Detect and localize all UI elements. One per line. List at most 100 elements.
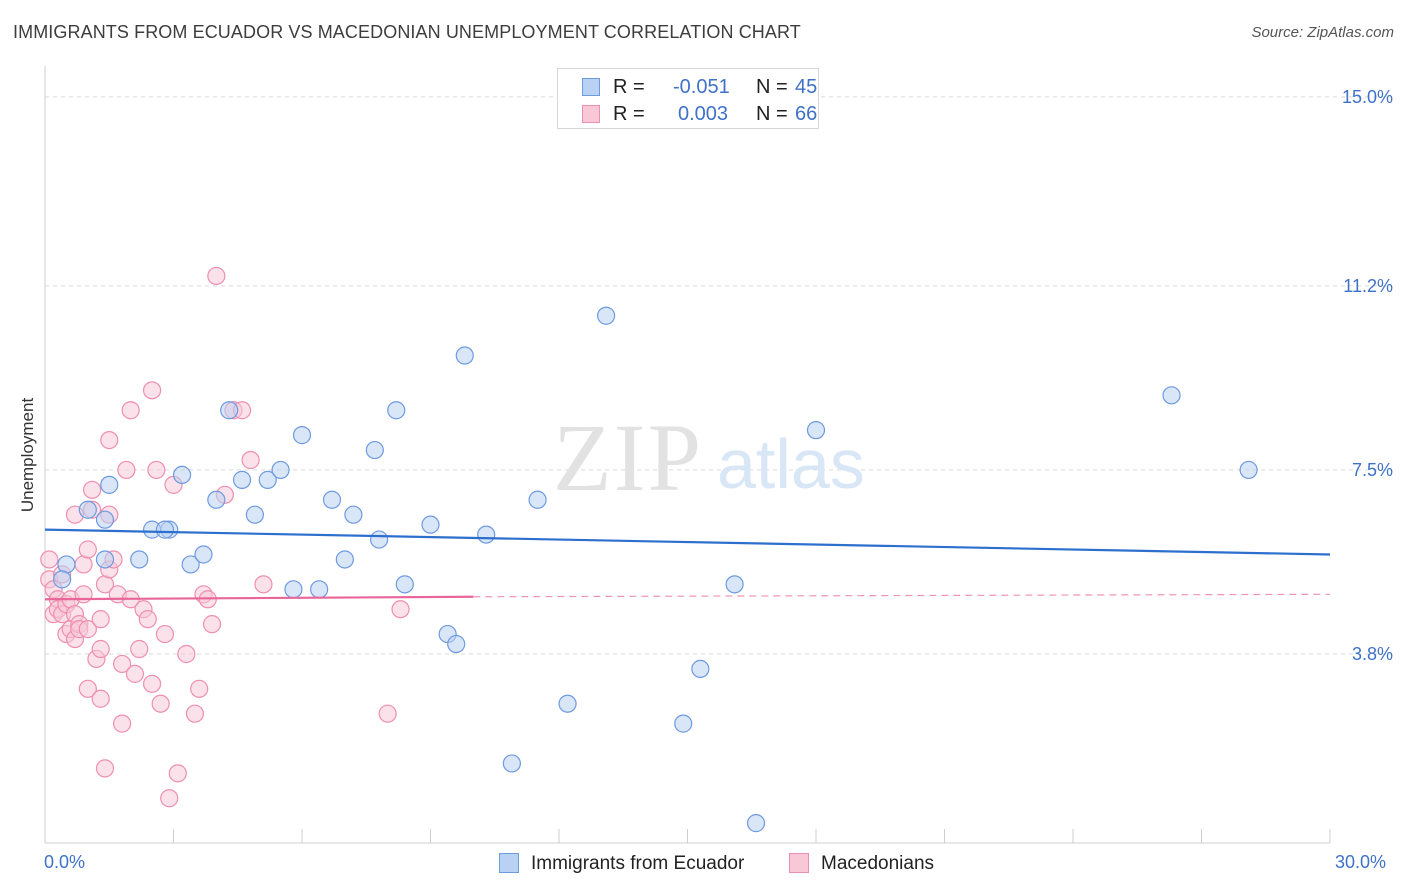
data-point bbox=[74, 555, 93, 574]
gridlines bbox=[45, 96, 1392, 655]
data-point bbox=[387, 401, 406, 420]
legend-swatch-blue bbox=[499, 853, 519, 873]
y-tick-label: 11.2% bbox=[1343, 276, 1393, 296]
data-point bbox=[241, 450, 260, 470]
data-point bbox=[232, 470, 252, 489]
data-point bbox=[207, 490, 226, 509]
data-point bbox=[190, 679, 209, 698]
legend-swatch-blue bbox=[582, 78, 600, 96]
data-point bbox=[391, 600, 410, 619]
data-point bbox=[258, 470, 277, 489]
data-point bbox=[477, 525, 496, 544]
data-point bbox=[91, 610, 110, 629]
data-point bbox=[207, 266, 226, 286]
data-point bbox=[691, 659, 710, 679]
data-point bbox=[806, 421, 826, 440]
data-point bbox=[142, 381, 162, 400]
trend-line bbox=[44, 595, 474, 601]
data-point bbox=[1239, 460, 1258, 480]
data-point bbox=[181, 555, 200, 574]
data-point bbox=[292, 426, 312, 445]
y-tick-label: 3.8% bbox=[1352, 644, 1393, 664]
chart-title: IMMIGRANTS FROM ECUADOR VS MACEDONIAN UN… bbox=[13, 22, 801, 42]
data-point bbox=[502, 754, 521, 773]
x-tick-min: 0.0% bbox=[44, 852, 86, 872]
data-point bbox=[112, 714, 132, 733]
y-tick-label: 15.0% bbox=[1342, 87, 1393, 107]
data-point bbox=[310, 580, 329, 599]
source-label: Source: ZipAtlas.com bbox=[1251, 24, 1394, 41]
data-point bbox=[185, 704, 205, 723]
pink-points bbox=[40, 266, 410, 808]
data-point bbox=[78, 620, 97, 639]
data-point bbox=[1162, 386, 1181, 405]
data-point bbox=[725, 575, 744, 594]
data-point bbox=[78, 540, 97, 559]
data-point bbox=[168, 764, 187, 783]
data-point bbox=[284, 580, 303, 599]
data-point bbox=[130, 550, 149, 569]
blue-points bbox=[53, 306, 1258, 833]
data-point bbox=[95, 550, 115, 569]
trend-lines bbox=[44, 528, 1331, 601]
watermark-atlas: atlas bbox=[717, 425, 865, 503]
data-point bbox=[117, 460, 136, 480]
watermark: ZIP atlas bbox=[553, 404, 865, 511]
data-point bbox=[528, 490, 547, 509]
data-point bbox=[74, 585, 93, 604]
data-point bbox=[95, 759, 115, 778]
data-point bbox=[147, 460, 166, 480]
data-point bbox=[100, 430, 119, 450]
data-point bbox=[91, 639, 110, 659]
data-point bbox=[254, 575, 273, 594]
legend-label: Macedonians bbox=[821, 853, 935, 874]
data-point bbox=[155, 520, 175, 539]
data-point bbox=[78, 679, 97, 698]
data-point bbox=[395, 575, 414, 594]
data-point bbox=[370, 530, 389, 549]
data-point bbox=[138, 610, 157, 629]
data-point bbox=[378, 704, 397, 723]
data-point bbox=[335, 550, 354, 569]
stats-legend: R = -0.051 N = 45 R = 0.003 N = 66 bbox=[557, 68, 819, 129]
data-point bbox=[160, 789, 179, 808]
data-point bbox=[125, 664, 145, 683]
data-point bbox=[151, 694, 170, 713]
trend-line bbox=[44, 528, 1331, 556]
data-point bbox=[78, 500, 97, 519]
n-value: 45 bbox=[795, 76, 818, 98]
data-point bbox=[202, 615, 222, 634]
data-point bbox=[83, 480, 102, 499]
legend-swatch-pink bbox=[582, 105, 600, 123]
data-point bbox=[558, 694, 577, 713]
data-point bbox=[322, 490, 342, 509]
watermark-zip: ZIP bbox=[553, 404, 703, 511]
data-point bbox=[447, 634, 466, 654]
data-point bbox=[172, 465, 192, 485]
data-point bbox=[53, 570, 72, 589]
data-point bbox=[455, 346, 474, 365]
r-label: R = bbox=[613, 103, 645, 125]
trend-line bbox=[473, 593, 1331, 598]
data-point bbox=[365, 440, 384, 460]
r-value: 0.003 bbox=[678, 103, 729, 125]
data-point bbox=[271, 460, 290, 480]
axes bbox=[44, 66, 1331, 844]
data-point bbox=[57, 555, 76, 574]
y-tick-labels: 3.8% 7.5% 11.2% 15.0% bbox=[1342, 87, 1393, 664]
data-point bbox=[674, 714, 693, 733]
r-value: -0.051 bbox=[673, 76, 730, 98]
data-point bbox=[40, 550, 59, 569]
data-point bbox=[91, 689, 110, 708]
data-point bbox=[421, 515, 440, 534]
data-point bbox=[130, 639, 149, 659]
data-point bbox=[177, 644, 196, 664]
n-label: N = bbox=[756, 76, 788, 98]
n-label: N = bbox=[756, 103, 788, 125]
data-point bbox=[597, 306, 616, 325]
x-tick-max: 30.0% bbox=[1335, 852, 1387, 872]
data-point bbox=[112, 654, 132, 674]
legend-label: Immigrants from Ecuador bbox=[531, 853, 745, 874]
data-point bbox=[100, 475, 119, 494]
